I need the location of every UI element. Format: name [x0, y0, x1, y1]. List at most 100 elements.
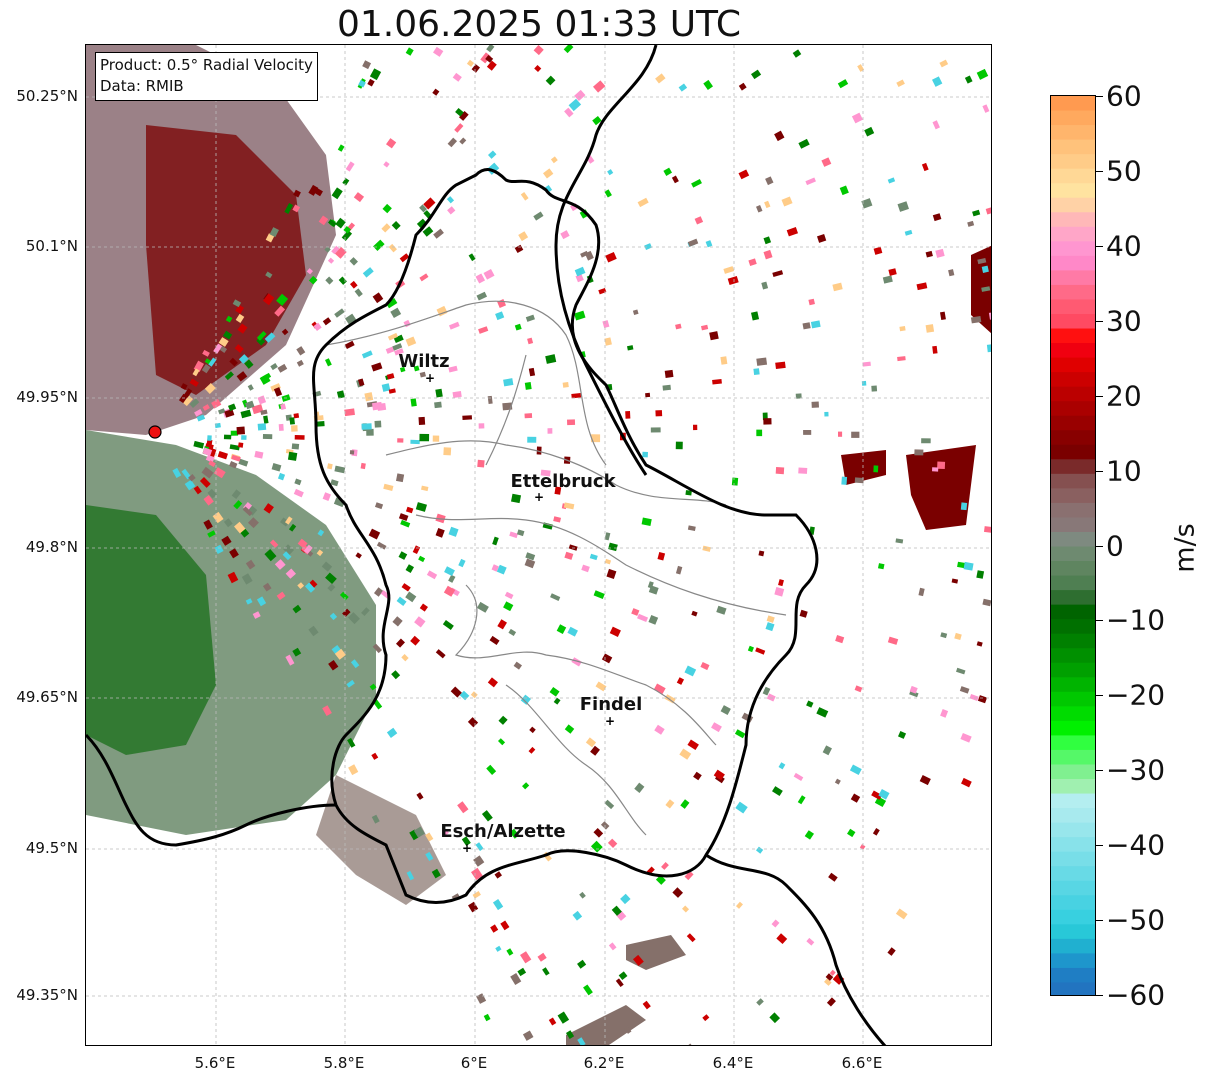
radar-pixel [828, 872, 838, 882]
colorbar-tick-mark [1096, 245, 1103, 247]
radar-pixel [288, 523, 297, 532]
radar-pixel [419, 204, 427, 213]
radar-pixel [306, 268, 313, 275]
radar-pixel [476, 291, 488, 301]
radar-pixel [716, 605, 727, 615]
colorbar-band [1051, 502, 1095, 519]
radar-pixel [577, 959, 587, 969]
radar-pixel [280, 517, 290, 527]
radar-pixel [386, 373, 395, 380]
radar-pixel [491, 564, 499, 572]
radar-pixel [641, 517, 652, 526]
radar-pixel [432, 435, 440, 442]
radar-pixel [525, 552, 536, 561]
radar-pixel [264, 332, 276, 343]
radar-pixel [229, 357, 238, 367]
radar-pixel [874, 796, 887, 808]
radar-pixel [684, 1043, 694, 1045]
radar-pixel [203, 519, 213, 530]
colorbar-gradient [1051, 96, 1095, 995]
radar-pixel [443, 447, 452, 456]
radar-pixel [528, 746, 536, 754]
city-marker-icon[interactable]: + [604, 714, 616, 728]
radar-pixel [577, 1037, 586, 1045]
radar-pixel [536, 446, 542, 455]
radar-pixel [358, 79, 366, 88]
radar-pixel [367, 78, 375, 87]
radar-pixel [954, 632, 962, 641]
colorbar-band [1051, 837, 1095, 853]
radar-pixel [657, 552, 666, 561]
colorbar-band [1051, 938, 1095, 954]
radar-pixel [225, 315, 233, 323]
radar-pixel [763, 236, 772, 245]
radar-pixel [368, 528, 381, 540]
radar-pixel [345, 313, 357, 325]
colorbar-band [1051, 808, 1095, 824]
radar-pixel [342, 608, 351, 617]
radar-pixel [982, 598, 991, 607]
city-marker-icon[interactable]: + [461, 841, 473, 855]
radar-pixel [572, 910, 583, 921]
radar-pixel [341, 230, 353, 241]
radar-pixel [769, 1012, 781, 1024]
radar-pixel [574, 266, 586, 277]
radar-pixel [492, 536, 499, 546]
radar-pixel [455, 107, 464, 117]
radar-pixel [388, 243, 397, 253]
radar-pixel [534, 65, 542, 73]
radar-pixel [263, 415, 269, 424]
radar-pixel [269, 539, 279, 548]
radar-pixel [426, 570, 438, 580]
radar-pixel [654, 724, 665, 735]
radar-pixel [212, 511, 224, 524]
radar-pixel [821, 157, 832, 167]
radar-pixel [471, 64, 481, 73]
radar-pixel [435, 528, 445, 538]
radar-pixel [506, 948, 514, 956]
radar-pixel [564, 107, 574, 118]
radar-pixel [207, 435, 212, 441]
radar-pixel [372, 401, 383, 411]
colorbar-band [1051, 720, 1095, 737]
radar-pixel [397, 438, 404, 443]
radar-map[interactable] [85, 44, 992, 1046]
city-marker-icon[interactable]: + [533, 490, 545, 504]
radar-pixel [486, 60, 497, 71]
radar-pixel [188, 474, 196, 482]
radar-pixel [264, 549, 277, 562]
city-marker-icon[interactable]: + [424, 371, 436, 385]
radar-pixel [254, 450, 264, 459]
radar-pixel [684, 665, 697, 677]
radar-pixel [528, 367, 536, 377]
colorbar-band [1051, 851, 1095, 867]
radar-pixel [405, 47, 414, 56]
colorbar-tick-label: −50 [1106, 903, 1166, 937]
radar-pixel [454, 123, 464, 133]
radar-pixel [664, 369, 674, 378]
radar-pixel [693, 424, 698, 431]
radar-pixel [192, 368, 200, 377]
radar-pixel [325, 572, 337, 585]
longitude-label: 6.6°E [841, 1054, 883, 1072]
radar-pixel [193, 485, 202, 495]
radar-pixel [486, 45, 495, 53]
radar-pixel [939, 59, 949, 68]
colorbar-tick-mark [1096, 170, 1103, 172]
radar-pixel [503, 378, 514, 387]
radar-site-marker[interactable] [148, 425, 162, 439]
radar-pixel [517, 967, 527, 977]
radar-pixel [334, 648, 346, 660]
radar-pixel [795, 393, 802, 399]
radar-pixel [802, 322, 811, 330]
radar-pixel [960, 502, 968, 511]
colorbar-tick-label: 20 [1106, 379, 1142, 413]
radar-pixel [308, 275, 318, 285]
radar-pixel [921, 162, 929, 172]
radar-pixel [841, 476, 848, 485]
radar-pixel [811, 401, 819, 408]
radar-pixel [207, 488, 217, 499]
radar-pixel [751, 311, 760, 321]
radar-pixel [564, 551, 574, 560]
radar-pixel [483, 268, 495, 280]
